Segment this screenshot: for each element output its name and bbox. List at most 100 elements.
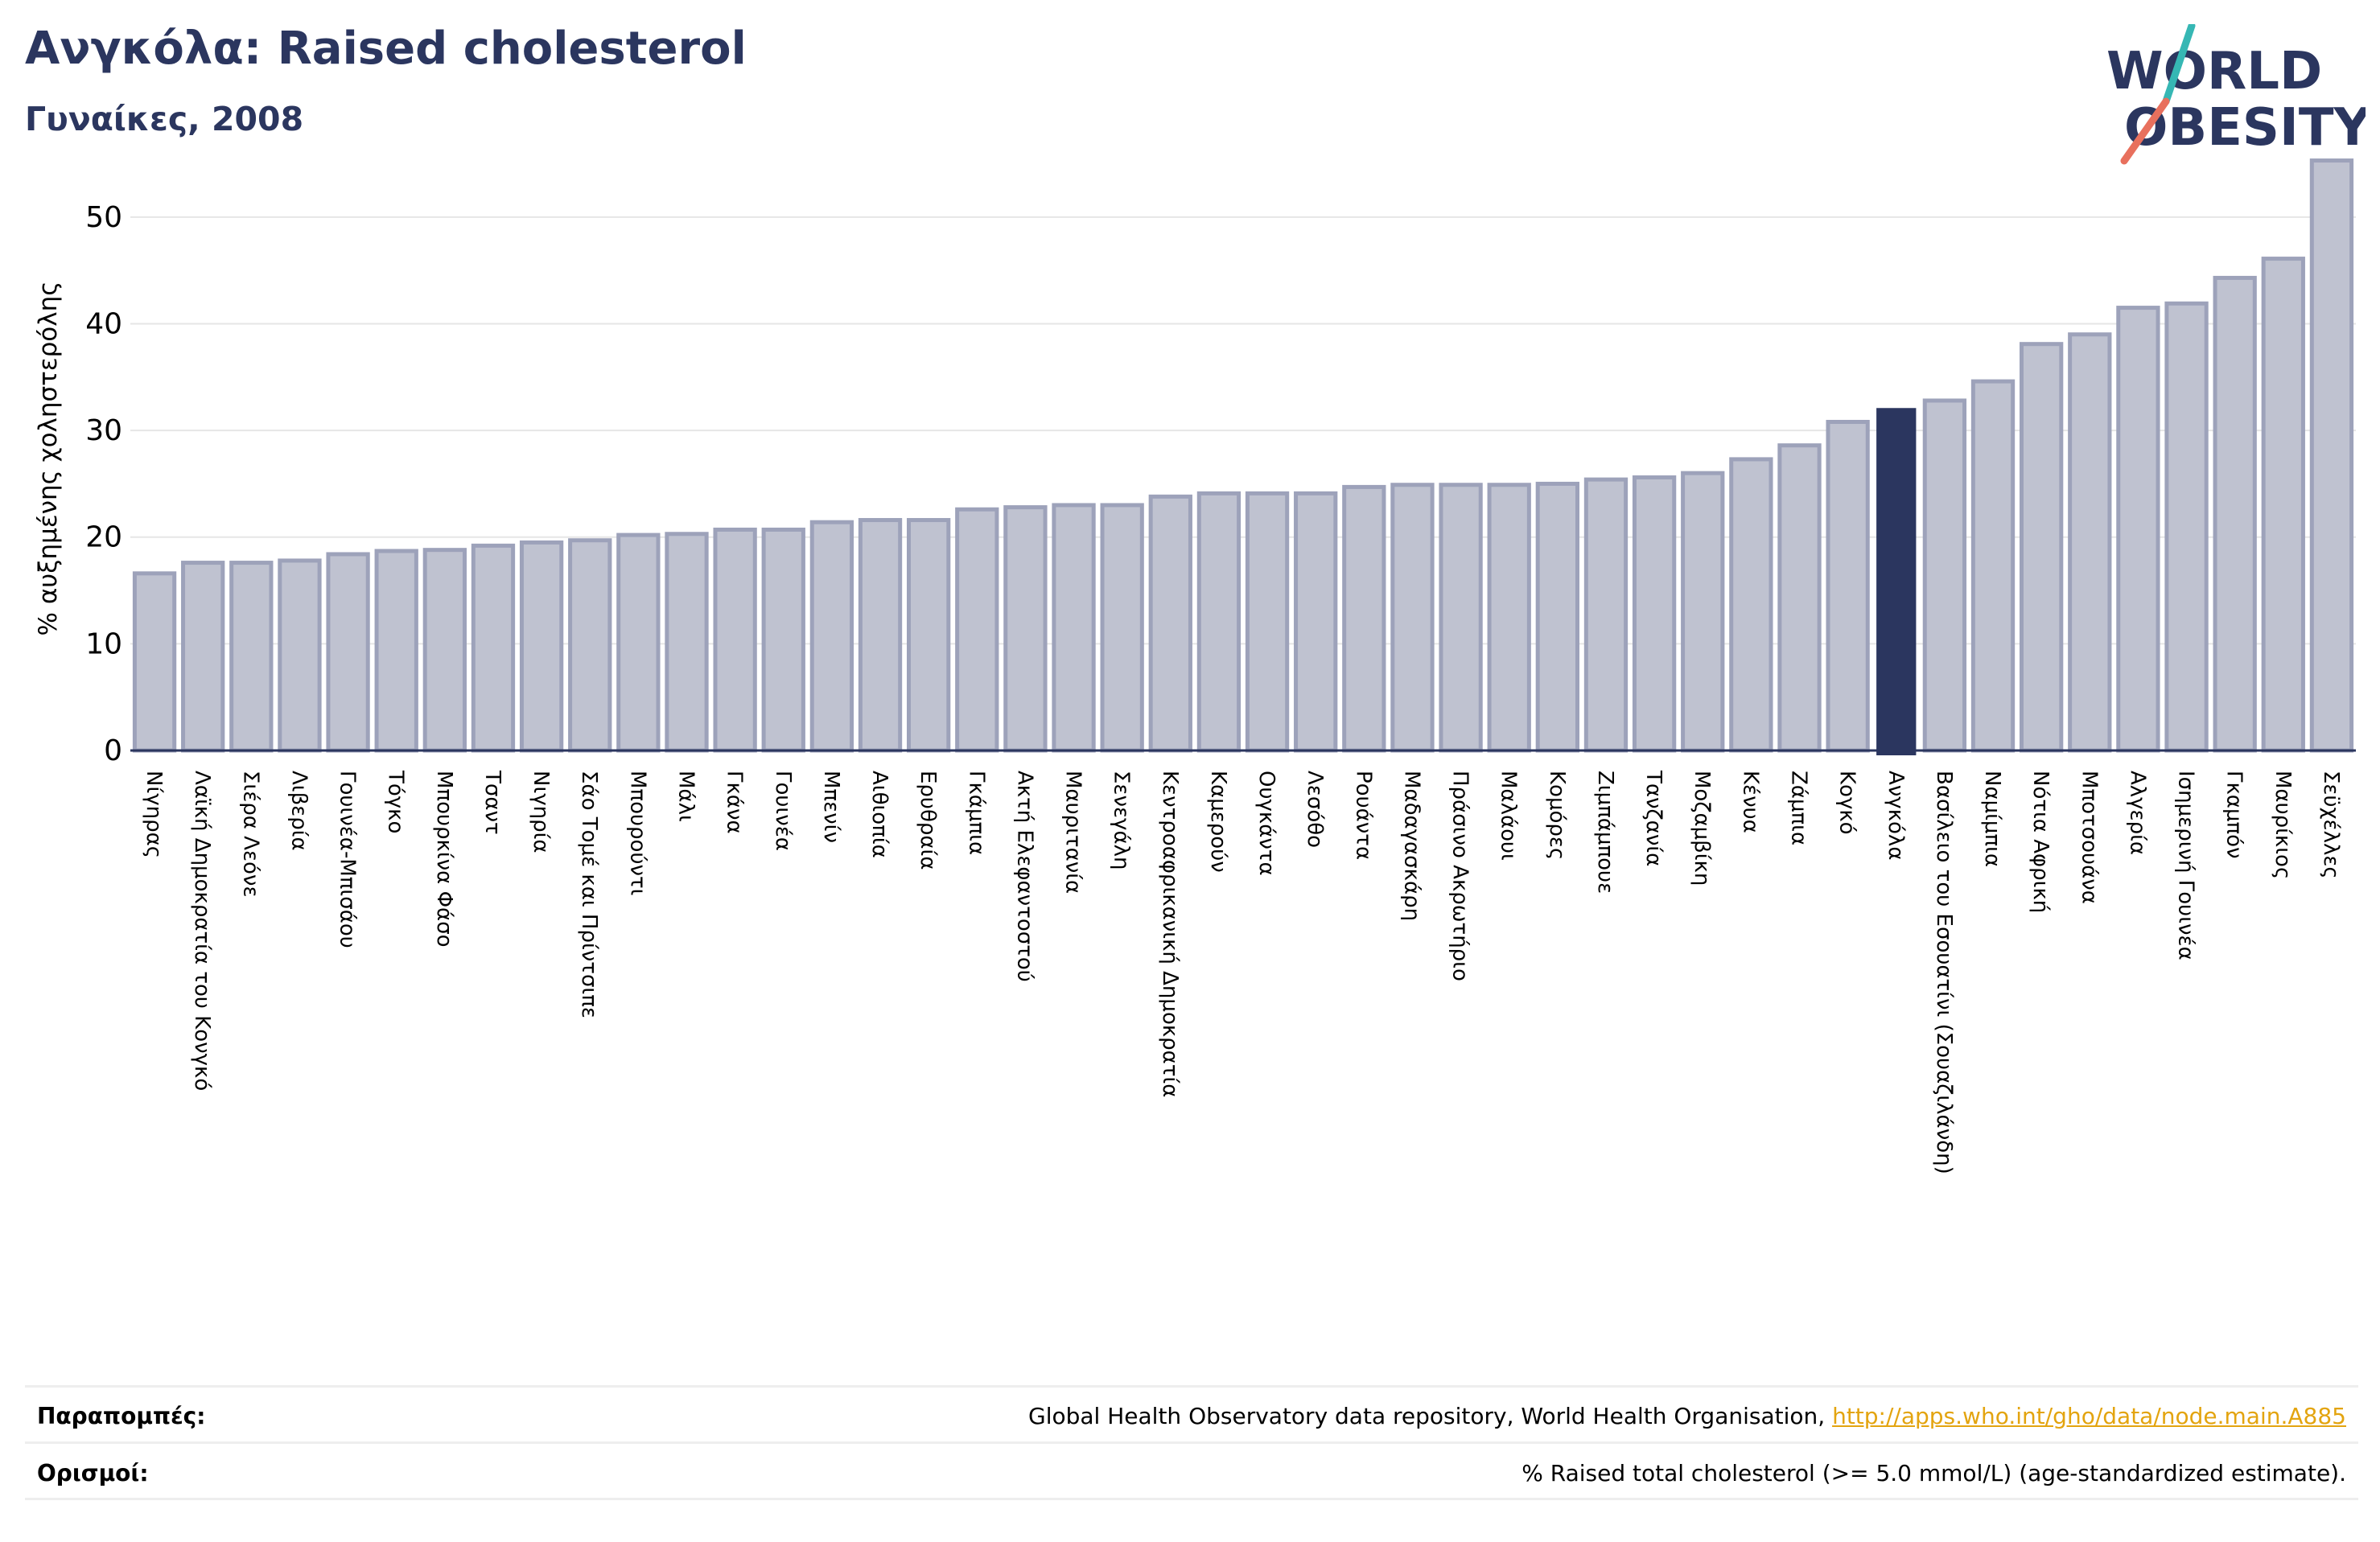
- x-tick-label: Κογκό: [1835, 771, 1859, 835]
- footer-divider-top: [25, 1385, 2358, 1388]
- bars: Νίγηρας: 16.6Λαϊκή Δημοκρατία του Κονγκό…: [132, 158, 2354, 755]
- x-tick-label: Λαϊκή Δημοκρατία του Κονγκό: [190, 771, 214, 1091]
- x-tick-label: Γουινέα: [771, 771, 795, 851]
- bar[interactable]: Γουινέα: 20.7: [761, 527, 805, 753]
- x-tick-label: Κομόρες: [1545, 771, 1569, 860]
- bar[interactable]: Κομόρες: 25: [1535, 481, 1580, 753]
- bar[interactable]: Νότια Αφρική: 38.1: [2019, 342, 2064, 753]
- bar[interactable]: Αιθιοπία: 21.6: [858, 518, 903, 753]
- bar[interactable]: Κογκό: 30.8: [1826, 419, 1870, 753]
- x-tick-label: Κεντροαφρικανική Δημοκρατία: [1158, 771, 1182, 1097]
- bar[interactable]: Μπενίν: 21.4: [809, 520, 854, 753]
- x-tick-label: Μοζαμβίκη: [1690, 771, 1714, 886]
- y-tick-labels: 0 10 20 30 40 50: [85, 201, 122, 767]
- bar[interactable]: Λαϊκή Δημοκρατία του Κονγκό: 17.6: [181, 561, 225, 753]
- bar-chart: Νίγηρας: 16.6Λαϊκή Δημοκρατία του Κονγκό…: [34, 158, 2356, 1174]
- bar[interactable]: Ερυθραία: 21.6: [906, 518, 951, 753]
- bar[interactable]: Μάλι: 20.3: [665, 532, 709, 753]
- y-tick-label: 20: [85, 521, 122, 554]
- bar[interactable]: Βασίλειο του Εσουατίνι (Σουαζιλάνδη): 32…: [1922, 398, 1967, 753]
- references-link[interactable]: http://apps.who.int/gho/data/node.main.A…: [1832, 1403, 2346, 1429]
- x-tick-label: Λεσόθο: [1303, 771, 1327, 848]
- x-tick-label: Μάλι: [674, 771, 698, 822]
- x-tick-label: Ζάμπια: [1787, 771, 1811, 845]
- logo-teal-slash: [2162, 24, 2196, 105]
- bar[interactable]: Μαλάουι: 24.9: [1487, 483, 1531, 753]
- bar[interactable]: Ζάμπια: 28.6: [1777, 443, 1822, 753]
- y-tick-label: 30: [85, 414, 122, 447]
- x-tick-label: Τανζανία: [1641, 770, 1666, 866]
- x-tick-label: Μποτσουάνα: [2077, 771, 2101, 904]
- y-tick-label: 0: [104, 734, 122, 767]
- references-text: Global Health Observatory data repositor…: [1028, 1403, 1833, 1429]
- y-tick-label: 50: [85, 201, 122, 234]
- x-tick-label: Νίγηρας: [142, 771, 166, 858]
- bar[interactable]: Μπουρκίνα Φάσο: 18.8: [422, 548, 467, 753]
- bar[interactable]: Λεσόθο: 24.1: [1294, 491, 1338, 753]
- x-tick-labels: Νίγηρας Λαϊκή Δημοκρατία του Κονγκό Σιέρα …: [142, 770, 2343, 1174]
- bar[interactable]: Τανζανία: 25.6: [1632, 475, 1677, 753]
- bar[interactable]: Μπουρούντι: 20.2: [616, 533, 661, 753]
- bar[interactable]: Κεντροαφρικανική Δημοκρατία: 23.8: [1148, 494, 1192, 753]
- bar[interactable]: Σενεγάλη: 23: [1100, 503, 1144, 753]
- bar[interactable]: Μαδαγασκάρη: 24.9: [1390, 483, 1435, 753]
- x-tick-label: Νότια Αφρική: [2028, 771, 2053, 913]
- bar[interactable]: Αλγερία: 41.5: [2116, 306, 2160, 753]
- y-axis-label: % αυξημένης χοληστερόλης: [34, 282, 63, 636]
- bar[interactable]: Νιγηρία: 19.5: [519, 540, 564, 753]
- bar[interactable]: Σάο Τομέ και Πρίντσιπε: 19.7: [568, 538, 612, 753]
- bar[interactable]: Ακτή Ελεφαντοστού: 22.8: [1003, 505, 1048, 753]
- bar[interactable]: Ναμίμπια: 34.6: [1970, 379, 2016, 753]
- x-tick-label: Πράσινο Ακρωτήριο: [1448, 771, 1472, 981]
- x-tick-label: Γκαμπόν: [2222, 771, 2246, 859]
- y-tick-label: 40: [85, 307, 122, 340]
- bar[interactable]: Γκάνα: 20.7: [713, 527, 757, 753]
- bar[interactable]: Γκάμπια: 22.6: [955, 507, 999, 753]
- bar[interactable]: Σιέρα Λεόνε: 17.6: [229, 561, 274, 753]
- x-tick-label: Μπενίν: [819, 771, 843, 843]
- x-tick-label: Ρουάντα: [1351, 771, 1375, 860]
- x-tick-label: Μπουρούντι: [625, 771, 649, 895]
- footer-divider-bottom: [25, 1498, 2358, 1500]
- bar[interactable]: Τόγκο: 18.7: [374, 549, 418, 753]
- bar[interactable]: Ισημερινή Γουινέα: 41.9: [2164, 301, 2209, 753]
- references-value: Global Health Observatory data repositor…: [1028, 1403, 2346, 1429]
- x-tick-label: Νιγηρία: [529, 771, 553, 853]
- bar[interactable]: Μαυρίκιος: 46.1: [2261, 257, 2305, 753]
- bar[interactable]: Νίγηρας: 16.6: [132, 571, 177, 753]
- references-label: Παραπομπές:: [37, 1403, 206, 1429]
- x-tick-label: Σενεγάλη: [1110, 771, 1134, 870]
- bar[interactable]: Μαυριτανία: 23: [1052, 503, 1096, 753]
- bar[interactable]: Σεϋχέλλες: 55.3: [2309, 158, 2354, 753]
- bar[interactable]: Ρουάντα: 24.7: [1342, 484, 1386, 753]
- bar[interactable]: Γκαμπόν: 44.3: [2213, 275, 2257, 753]
- bar[interactable]: Κένυα: 27.3: [1729, 457, 1773, 753]
- bar[interactable]: Λιβερία: 17.8: [278, 558, 322, 753]
- chart-title: Ανγκόλα: Raised cholesterol: [25, 23, 747, 75]
- bar[interactable]: Μοζαμβίκη: 26: [1681, 471, 1725, 753]
- x-tick-label: Ουγκάντα: [1254, 771, 1279, 876]
- world-obesity-logo[interactable]: WORLD OBESITY: [2092, 24, 2366, 169]
- bar[interactable]: Τσαντ: 19.2: [471, 543, 516, 753]
- x-tick-label: Ακτή Ελεφαντοστού: [1012, 771, 1036, 982]
- x-tick-label: Καμερούν: [1206, 771, 1230, 873]
- x-tick-label: Γκάμπια: [964, 771, 988, 855]
- x-tick-label: Σιέρα Λεόνε: [238, 771, 262, 898]
- chart-subtitle: Γυναίκες, 2008: [25, 100, 304, 138]
- x-tick-label: Λιβερία: [286, 771, 311, 851]
- definitions-value: % Raised total cholesterol (>= 5.0 mmol/…: [1521, 1460, 2346, 1486]
- bar[interactable]: Γουινέα-Μπισάου: 18.4: [326, 552, 370, 753]
- x-tick-label: Τσαντ: [480, 770, 504, 835]
- x-tick-label: Αιθιοπία: [867, 771, 891, 858]
- x-tick-label: Γκάνα: [723, 771, 747, 834]
- bar[interactable]: Ανγκόλα: 32.1: [1876, 408, 1917, 755]
- x-tick-label: Τόγκο: [384, 770, 408, 833]
- bar[interactable]: Ουγκάντα: 24.1: [1245, 491, 1290, 753]
- bar[interactable]: Πράσινο Ακρωτήριο: 24.9: [1439, 483, 1483, 753]
- bar[interactable]: Καμερούν: 24.1: [1196, 491, 1241, 753]
- bar[interactable]: Μποτσουάνα: 39: [2068, 332, 2112, 753]
- x-tick-label: Μαυριτανία: [1061, 771, 1085, 894]
- bar[interactable]: Ζιμπάμπουε: 25.4: [1583, 477, 1629, 753]
- x-tick-label: Ναμίμπια: [1980, 771, 2004, 867]
